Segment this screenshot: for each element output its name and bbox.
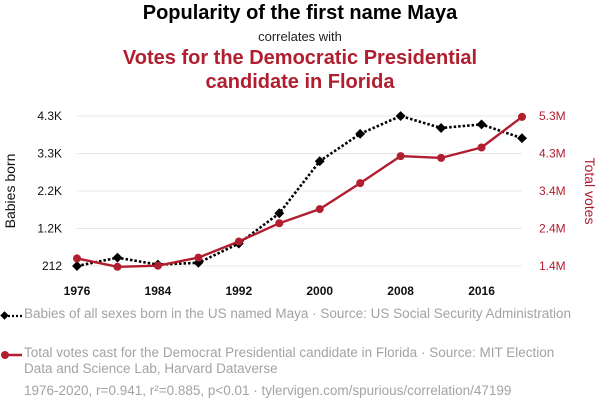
series-2-point — [113, 262, 122, 271]
y-left-tick-label: 212 — [42, 259, 62, 273]
series-2-point — [73, 254, 81, 263]
series-2-point — [194, 253, 203, 262]
series-2-point — [234, 237, 243, 246]
x-tick-label: 1992 — [225, 284, 252, 298]
x-tick-label: 1976 — [64, 284, 91, 298]
y-right-tick-label: 2.4M — [539, 222, 566, 236]
x-tick-label: 1984 — [145, 284, 172, 298]
legend-marker-dotted-diamond-icon — [0, 311, 22, 320]
y-left-tick-label: 1.2K — [37, 222, 62, 236]
series-2-point — [437, 153, 446, 162]
y-left-tick-label: 3.3K — [37, 147, 62, 161]
legend-label-series1: Babies of all sexes born in the US named… — [24, 306, 572, 321]
series-1-point — [112, 252, 123, 263]
chart-footer: 1976-2020, r=0.941, r²=0.885, p<0.01 · t… — [24, 383, 512, 398]
series-2-point — [315, 205, 324, 214]
series-1-point — [274, 208, 285, 219]
chart-title-secondary-line1: Votes for the Democratic Presidential — [122, 47, 478, 69]
chart-subtitle: correlates with — [258, 29, 342, 44]
y-right-tick-label: 4.3M — [539, 147, 566, 161]
series-2-point — [153, 261, 162, 270]
series-1-point — [517, 133, 527, 144]
series-2-point — [356, 179, 365, 188]
series-2-point — [518, 112, 526, 121]
series-line-2 — [76, 115, 523, 268]
y-right-tick-label: 3.4M — [539, 184, 566, 198]
x-tick-label: 2016 — [468, 284, 495, 298]
series-1-point — [395, 111, 406, 121]
y-right-tick-label: 1.4M — [539, 259, 566, 273]
x-tick-label: 2000 — [306, 284, 333, 298]
x-tick-label: 2008 — [387, 284, 414, 298]
y-left-tick-label: 4.3K — [37, 109, 62, 123]
series-1-point — [72, 261, 82, 271]
y-left-tick-label: 2.2K — [37, 184, 62, 198]
chart-title-secondary: Votes for the Democratic Presidential ca… — [0, 46, 600, 94]
chart-title: Popularity of the first name Maya — [142, 2, 458, 24]
series-2-point — [275, 219, 284, 228]
series-2-point — [477, 143, 486, 152]
series-2-point — [396, 152, 405, 161]
series-1-point — [355, 128, 366, 139]
y-right-tick-label: 5.3M — [539, 109, 566, 123]
y-right-axis-label: Total votes — [582, 158, 598, 225]
legend-marker-line-circle-icon — [1, 351, 22, 359]
series-1-point — [476, 119, 487, 130]
series-1-point — [436, 123, 447, 133]
legend-label-series2: Total votes cast for the Democrat Presid… — [24, 345, 555, 376]
y-left-axis-label: Babies born — [2, 154, 18, 229]
chart-title-secondary-line2: candidate in Florida — [205, 71, 395, 93]
